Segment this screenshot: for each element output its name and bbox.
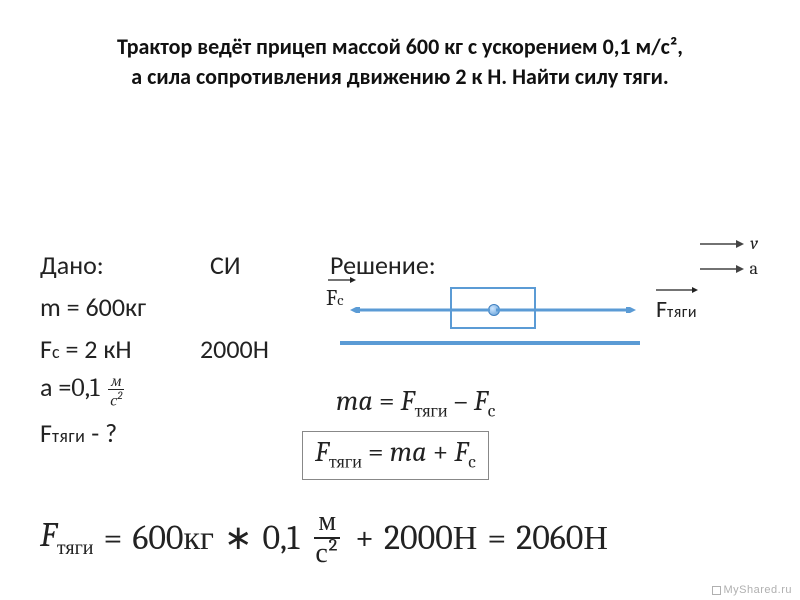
given-ft-subscript: тяги xyxy=(52,425,85,447)
watermark-text: MyShared.ru xyxy=(724,584,792,596)
unit-fraction: м с² xyxy=(311,507,343,568)
content-area: Дано: СИ Решение: m = 600кг Fc = 2 кН a … xyxy=(0,109,800,600)
equation-numeric: Fтяги = 600кг ∗ 0,1 м с² + 2000Н = 2060Н xyxy=(40,507,608,568)
equation-traction-box: Fтяги = ma + Fc xyxy=(302,431,489,480)
given-ftraction: Fтяги - ? xyxy=(40,417,117,449)
diagram-fc-label: Fc xyxy=(326,285,344,311)
title-line-2: а сила сопротивления движению 2 к Н. Най… xyxy=(131,63,668,90)
surface-line xyxy=(340,341,640,345)
title-line-1: Трактор ведёт прицеп массой 600 кг с уск… xyxy=(117,33,683,60)
equation-newton: ma = Fтяги – Fc xyxy=(336,385,495,422)
given-a-value: 0,1 xyxy=(71,373,99,403)
problem-title: Трактор ведёт прицеп массой 600 кг с уск… xyxy=(0,0,800,109)
given-fc-symbol: F xyxy=(40,333,52,365)
given-a-unit-fraction: м с2 xyxy=(107,373,125,408)
given-a-unit-den: с2 xyxy=(107,390,125,408)
force-fc-arrow xyxy=(350,307,490,313)
given-ft-symbol: F xyxy=(40,417,52,449)
watermark: MyShared.ru xyxy=(712,584,792,596)
arrow-icon xyxy=(698,263,744,275)
given-mass: m = 600кг xyxy=(40,291,146,323)
watermark-icon xyxy=(712,586,721,595)
si-fc-value: 2000Н xyxy=(200,333,269,365)
given-ft-value: - ? xyxy=(85,417,117,449)
reference-a-label: a xyxy=(750,258,758,279)
given-a-unit-num: м xyxy=(108,373,124,390)
arrow-icon xyxy=(654,285,698,295)
force-ft-arrow xyxy=(496,307,636,313)
given-fc: Fc = 2 кН xyxy=(40,333,132,365)
arrow-icon xyxy=(326,275,356,285)
arrow-icon xyxy=(698,238,744,250)
given-a-prefix: a = xyxy=(40,371,71,403)
reference-arrows: v a xyxy=(678,233,758,283)
given-fc-value: = 2 кН xyxy=(60,333,132,365)
given-acceleration: a =0,1 м с2 xyxy=(40,371,125,408)
reference-v-label: v xyxy=(750,233,758,254)
given-header: Дано: xyxy=(40,249,104,281)
free-body-diagram xyxy=(340,283,640,345)
equation-traction: Fтяги = ma + Fc xyxy=(315,436,476,473)
given-fc-subscript: c xyxy=(52,341,60,363)
diagram-ft-label: Fтяги xyxy=(656,295,697,324)
si-header: СИ xyxy=(210,249,241,281)
